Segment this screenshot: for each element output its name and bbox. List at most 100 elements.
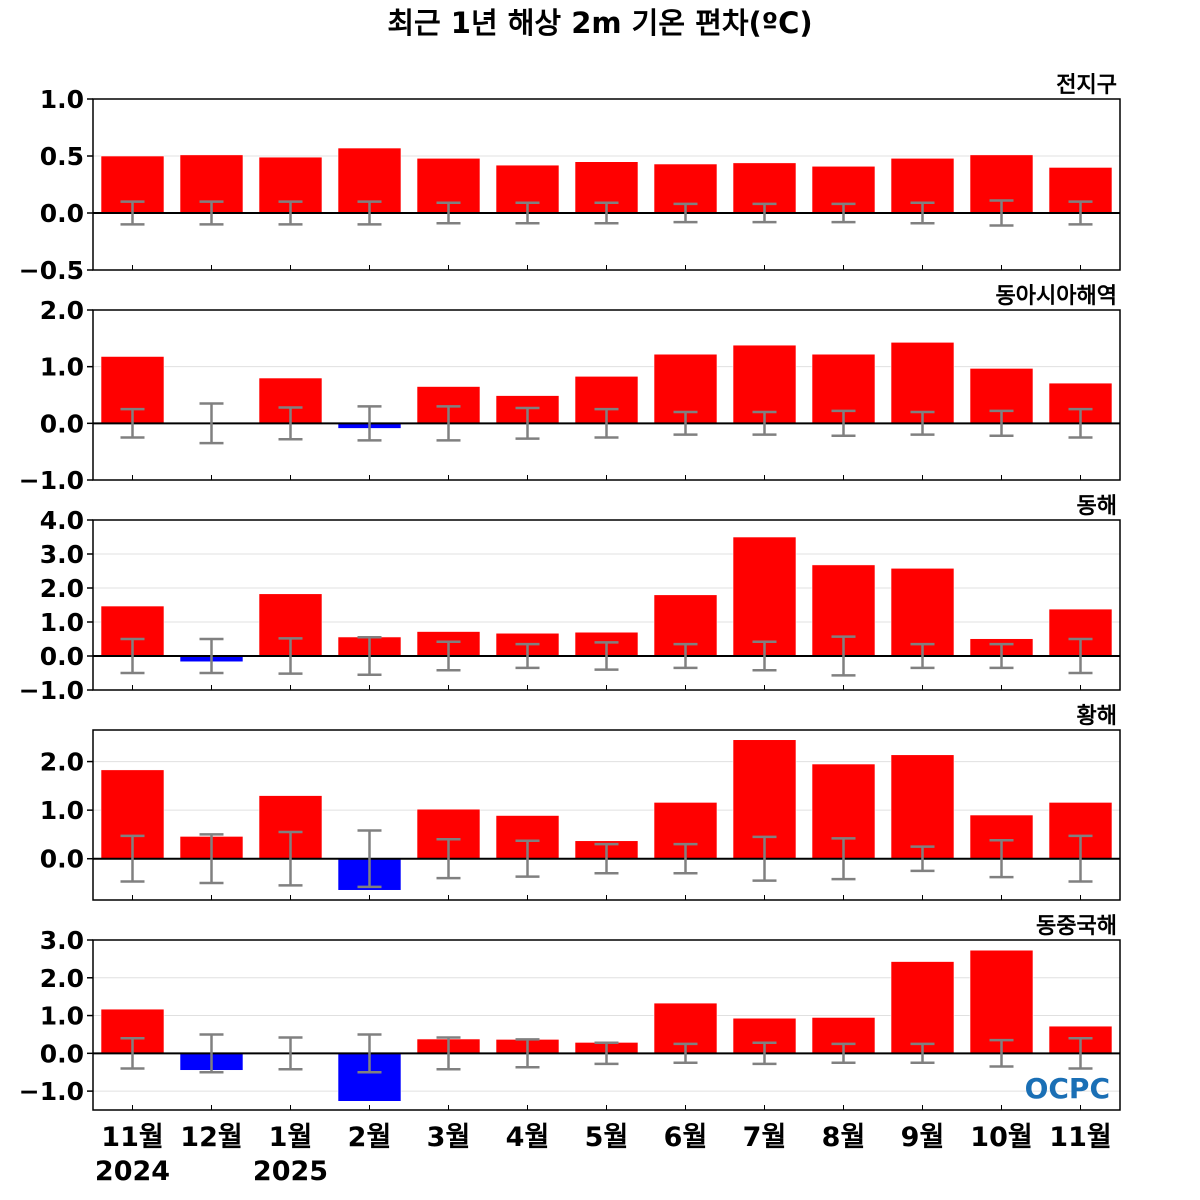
panel-title: 전지구 [1056,73,1117,98]
panel-frame [92,939,1121,1111]
error-bar [910,410,935,436]
error-bar [357,636,382,676]
y-tick-label: 3.0 [40,540,84,569]
panel-title: 동해 [1077,494,1117,519]
error-bar [831,1042,856,1065]
error-bar [1068,834,1093,883]
panel-4: 0.0 1.0 2.0 황해 [40,704,1121,901]
y-tick-label: −0.5 [19,256,84,285]
error-bar [515,406,540,440]
bar [890,961,955,1054]
error-bar [278,406,303,441]
y-tick-label: 0.0 [40,199,84,228]
x-tick-label: 11월 [101,1122,163,1153]
panel-title: 동중국해 [1036,914,1117,939]
error-bar [278,637,303,675]
error-bar [673,642,698,670]
error-bar [831,837,856,881]
error-bar [515,839,540,878]
error-bar [515,201,540,225]
error-bar [989,839,1014,879]
bar [969,949,1034,1054]
y-tick-label: 0.5 [40,142,84,171]
bar [732,536,797,657]
error-bar [436,405,461,442]
error-bar [989,409,1014,438]
error-bar [120,637,145,675]
x-tick-label: 4월 [506,1122,550,1153]
y-tick-label: 0.0 [40,642,84,671]
x-tick-label: 5월 [585,1122,629,1153]
panel-2: −1.0 0.0 1.0 2.0 동아시아해역 [19,284,1121,495]
x-tick-label: 8월 [822,1122,866,1153]
error-bar [199,402,224,445]
error-bar [910,845,935,873]
error-bar [752,1041,777,1066]
x-tick-label: 10월 [970,1122,1032,1153]
error-bar [673,202,698,224]
y-tick-label: 1.0 [40,1002,84,1031]
x-tick-label: 3월 [427,1122,471,1153]
error-bar [436,838,461,880]
error-bar [199,200,224,226]
error-bar [1068,637,1093,675]
error-bar [278,1036,303,1071]
x-tick-label: 7월 [743,1122,787,1153]
error-bar [120,407,145,439]
bar [890,567,955,657]
y-tick-label: 1.0 [40,608,84,637]
y-tick-label: 3.0 [40,926,84,955]
y-tick-label: 2.0 [40,296,84,325]
error-bar [989,199,1014,227]
bar [890,754,955,860]
panel-title: 동아시아해역 [996,284,1117,309]
error-bar [989,1038,1014,1068]
error-bar [910,642,935,670]
logo-text: OCPC [1025,1072,1110,1105]
year-label: 2024 [95,1156,170,1187]
error-bar [989,642,1014,670]
error-bar [120,834,145,883]
x-tick-label: 12월 [180,1122,242,1153]
error-bar [673,410,698,436]
error-bar [199,637,224,675]
y-tick-label: 2.0 [40,574,84,603]
error-bar [594,201,619,225]
y-tick-label: 1.0 [40,85,84,114]
x-tick-label: 9월 [901,1122,945,1153]
y-tick-label: −1.0 [19,466,84,495]
error-bar [831,409,856,438]
panels: −0.5 0.0 0.5 1.0 전지구 −1.0 0.0 1.0 2.0 동아시아해역 −1.0 0… [19,73,1121,1111]
error-bar [357,829,382,889]
error-bar [594,407,619,439]
error-bar [278,830,303,887]
ocpc-logo: OCPC [1025,1072,1110,1105]
error-bar [357,200,382,226]
error-bar [910,1042,935,1065]
y-tick-label: 0.0 [40,409,84,438]
error-bar [1068,407,1093,439]
bar [732,344,797,424]
bar [890,341,955,424]
error-bar [199,1033,224,1074]
error-bar [673,842,698,875]
error-bar [515,642,540,670]
error-bar [752,202,777,224]
panel-3: −1.0 0.0 1.0 2.0 3.0 4.0 동해 [19,494,1121,705]
error-bar [357,1033,382,1074]
panel-5: −1.0 0.0 1.0 2.0 3.0 동중국해 [19,914,1121,1111]
error-bar [120,1036,145,1070]
y-tick-label: 1.0 [40,353,84,382]
y-tick-label: 0.0 [40,845,84,874]
error-bar [515,1038,540,1069]
error-bar [1068,1036,1093,1070]
error-bar [910,201,935,225]
error-bar [436,201,461,225]
y-tick-label: −1.0 [19,676,84,705]
error-bar [199,833,224,885]
error-bar [831,202,856,224]
y-tick-label: 1.0 [40,796,84,825]
error-bar [752,835,777,882]
